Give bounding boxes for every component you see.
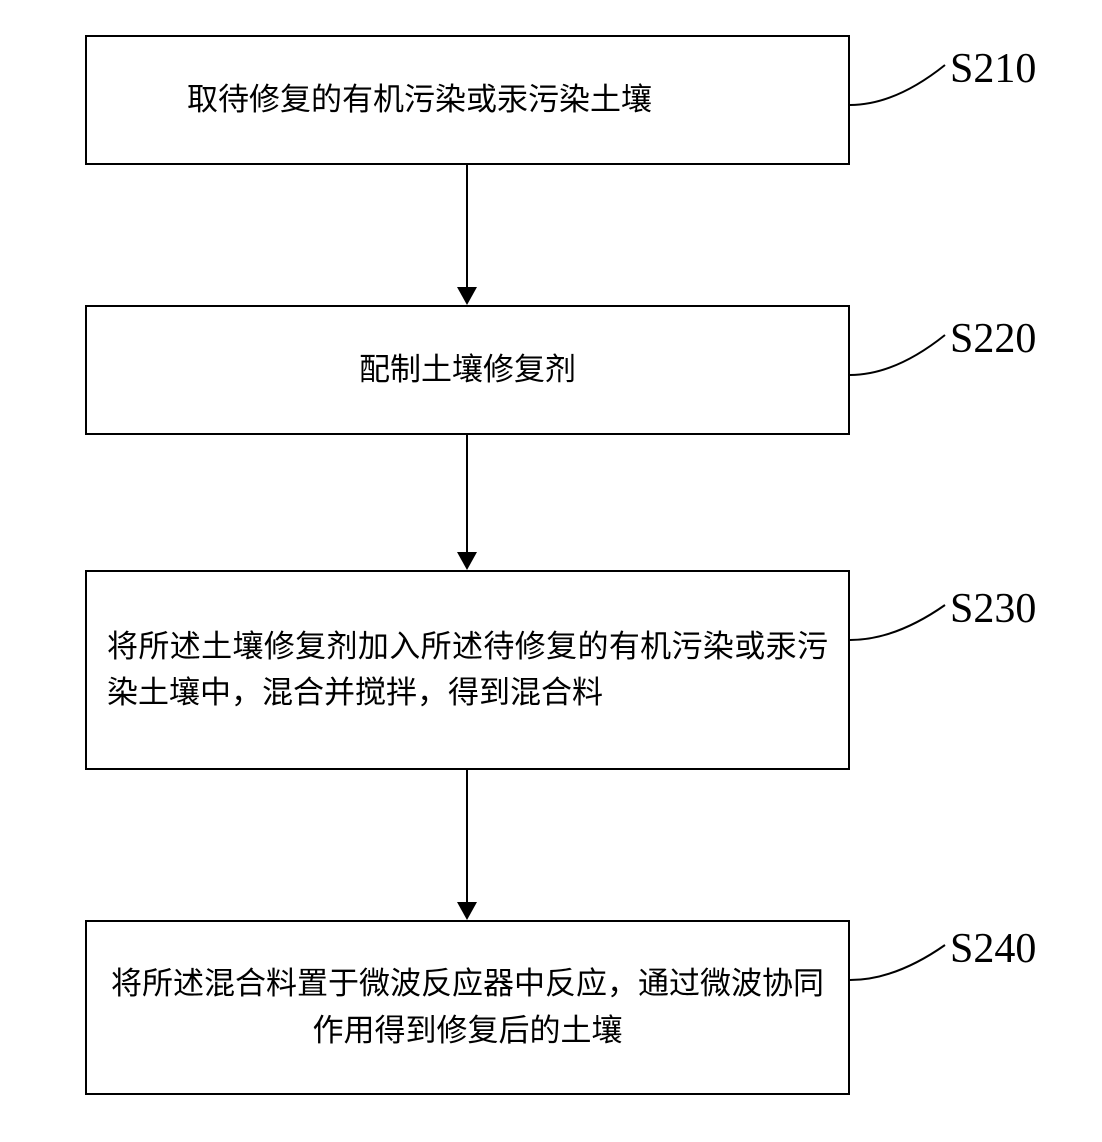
arrow-1-2-line xyxy=(466,165,468,287)
node-3-label: S230 xyxy=(950,585,1036,633)
node-1-text: 取待修复的有机污染或汞污染土壤 xyxy=(187,77,652,124)
flowchart-node-4: 将所述混合料置于微波反应器中反应，通过微波协同作用得到修复后的土壤 xyxy=(85,920,850,1095)
flowchart-node-1: 取待修复的有机污染或汞污染土壤 xyxy=(85,35,850,165)
flowchart-container: 取待修复的有机污染或汞污染土壤 S210 配制土壤修复剂 S220 将所述土壤修… xyxy=(0,0,1102,1142)
node-4-text: 将所述混合料置于微波反应器中反应，通过微波协同作用得到修复后的土壤 xyxy=(107,961,828,1054)
node-3-text: 将所述土壤修复剂加入所述待修复的有机污染或汞污染土壤中，混合并搅拌，得到混合料 xyxy=(107,624,828,717)
arrow-2-3-line xyxy=(466,435,468,552)
arrow-2-3-head xyxy=(457,552,477,570)
node-4-label: S240 xyxy=(950,925,1036,973)
node-1-label: S210 xyxy=(950,45,1036,93)
arrow-3-4-line xyxy=(466,770,468,902)
node-2-text: 配制土壤修复剂 xyxy=(359,347,576,394)
node-2-label: S220 xyxy=(950,315,1036,363)
arrow-3-4-head xyxy=(457,902,477,920)
arrow-1-2-head xyxy=(457,287,477,305)
flowchart-node-2: 配制土壤修复剂 xyxy=(85,305,850,435)
flowchart-node-3: 将所述土壤修复剂加入所述待修复的有机污染或汞污染土壤中，混合并搅拌，得到混合料 xyxy=(85,570,850,770)
